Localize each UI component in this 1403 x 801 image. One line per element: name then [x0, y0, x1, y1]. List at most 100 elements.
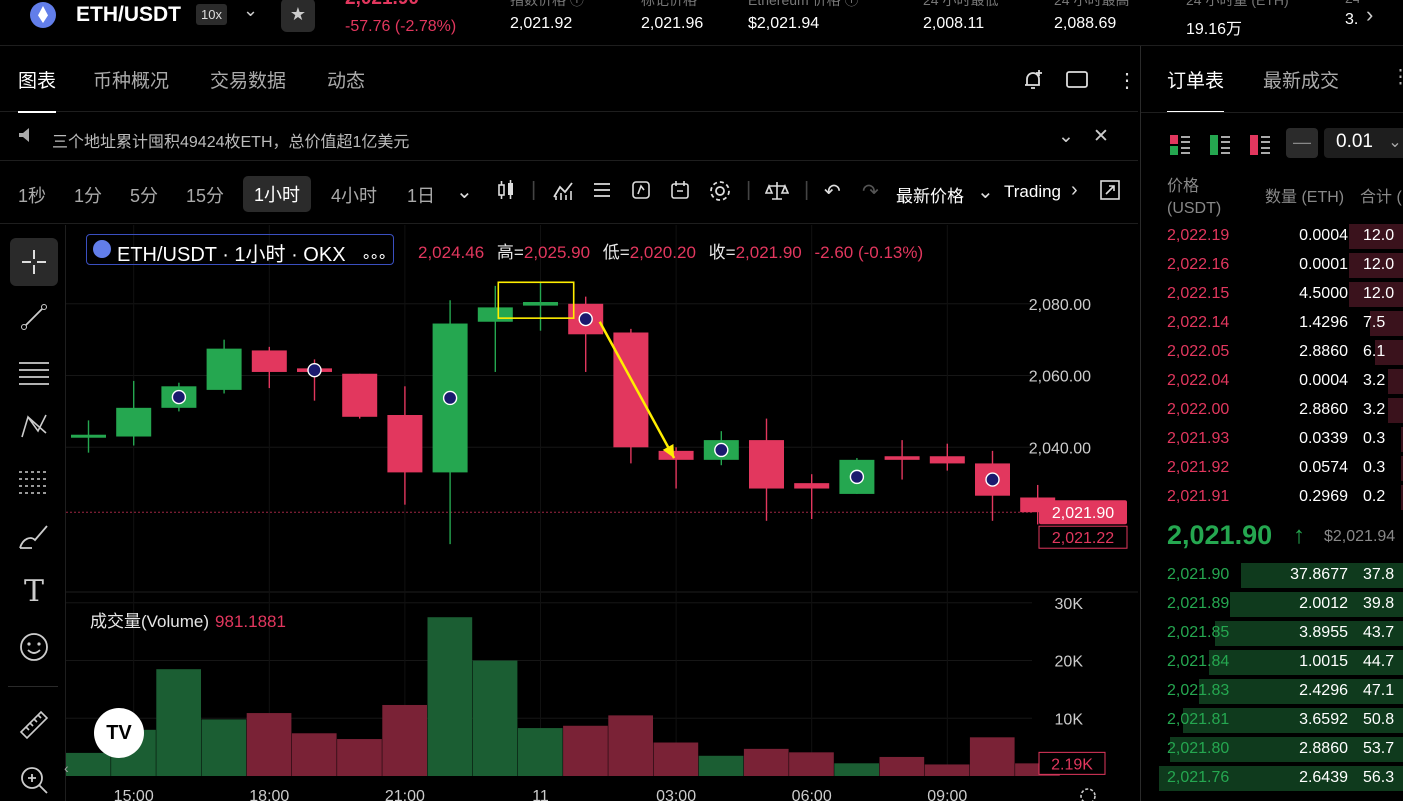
volume-tick-label: 20K [1055, 654, 1084, 671]
announcement-text[interactable]: 三个地址累计囤积49424枚ETH，总价值超1亿美元 [52, 134, 410, 151]
row-quantity: 2.8860 [1299, 401, 1348, 418]
ask-row[interactable]: 2,021.93 0.0339 0.3 [1141, 425, 1403, 454]
ask-row[interactable]: 2,021.91 0.2969 0.2 [1141, 483, 1403, 512]
stat-eth-price: Ethereum 价格 ⓘ $2,021.94 [748, 0, 858, 33]
calendar-icon[interactable] [669, 179, 691, 207]
undo-icon[interactable]: ↶ [824, 181, 841, 203]
depth-bar [1241, 563, 1403, 588]
gear-icon[interactable] [708, 179, 732, 209]
pair-name[interactable]: ETH/USDT [76, 3, 181, 26]
tab-order-book[interactable]: 订单表 [1167, 66, 1225, 113]
more-icon[interactable]: ⋮ [1391, 66, 1403, 89]
bid-row[interactable]: 2,021.81 3.6592 50.8 [1141, 706, 1403, 735]
ask-row[interactable]: 2,022.14 1.4296 7.5 [1141, 309, 1403, 338]
view-both-icon[interactable] [1169, 134, 1191, 156]
header-quantity: 数量 (ETH) [1265, 189, 1345, 206]
list-icon[interactable] [591, 179, 613, 207]
tab-coin-overview[interactable]: 币种概况 [93, 71, 170, 92]
ask-row[interactable]: 2,021.92 0.0574 0.3 [1141, 454, 1403, 483]
ask-row[interactable]: 2,022.15 4.5000 12.0 [1141, 280, 1403, 309]
indicators-icon[interactable] [552, 179, 574, 207]
pattern-icon[interactable] [10, 403, 58, 451]
bid-row[interactable]: 2,021.76 2.6439 56.3 [1141, 764, 1403, 793]
tab-news[interactable]: 动态 [327, 71, 366, 92]
chevron-down-icon[interactable]: ⌄ [977, 181, 994, 203]
bid-row[interactable]: 2,021.80 2.8860 53.7 [1141, 735, 1403, 764]
tradingview-logo[interactable]: TV [94, 708, 144, 758]
chevron-down-icon[interactable]: ⌄ [456, 181, 473, 203]
volume-bar [924, 764, 970, 776]
bid-row[interactable]: 2,021.90 37.8677 37.8 [1141, 561, 1403, 590]
stat-24h-volume: 24 小时量 (ETH) 19.16万 [1186, 0, 1289, 39]
close-icon[interactable]: ✕ [1093, 126, 1109, 147]
ruler-icon[interactable] [10, 701, 58, 749]
divider [1141, 112, 1403, 113]
redo-icon[interactable]: ↷ [862, 181, 879, 203]
scale-icon[interactable] [764, 179, 790, 209]
timeframe-1s[interactable]: 1秒 [18, 186, 47, 206]
add-alert-icon[interactable] [1021, 68, 1045, 98]
timeframe-15m[interactable]: 15分 [186, 186, 225, 206]
symbol-legend[interactable]: ETH/USDT · 1小时 · OKX ∘∘∘ [86, 234, 395, 266]
candle-type-icon[interactable] [495, 179, 517, 207]
ohlc-readout: 2,024.46 高=2,025.90 低=2,020.20 收=2,021.9… [418, 238, 923, 263]
row-total: 3.2 [1363, 372, 1386, 389]
depth-bar [1401, 456, 1403, 481]
timeframe-1h[interactable]: 1小时 [243, 176, 312, 212]
precision-decrease-button[interactable]: — [1286, 128, 1318, 158]
emoji-icon[interactable] [10, 623, 58, 671]
collapse-toolbar-icon[interactable]: ‹ [64, 760, 69, 776]
bid-row[interactable]: 2,021.84 1.0015 44.7 [1141, 648, 1403, 677]
window-icon[interactable] [1065, 68, 1089, 98]
timeframe-5m[interactable]: 5分 [130, 186, 159, 206]
view-mode-select[interactable]: Trading [1004, 182, 1062, 201]
tab-chart[interactable]: 图表 [18, 66, 57, 113]
volume-bar [337, 739, 382, 776]
ask-row[interactable]: 2,022.16 0.0001 12.0 [1141, 251, 1403, 280]
favorite-star-icon[interactable]: ★ [281, 0, 315, 32]
scroll-right-icon[interactable]: › [1366, 2, 1374, 27]
ask-row[interactable]: 2,022.19 0.0004 12.0 [1141, 222, 1403, 251]
view-bids-icon[interactable] [1209, 134, 1231, 156]
chart-canvas[interactable]: 2,080.00 2,060.00 2,040.00 30K 20K 10K 2,021.9… [66, 225, 1138, 801]
bid-row[interactable]: 2,021.83 2.4296 47.1 [1141, 677, 1403, 706]
ask-row[interactable]: 2,022.05 2.8860 6.1 [1141, 338, 1403, 367]
timeframe-1m[interactable]: 1分 [74, 186, 103, 206]
volume-bar [472, 660, 518, 776]
bid-row[interactable]: 2,021.89 2.0012 39.8 [1141, 590, 1403, 619]
ask-row[interactable]: 2,022.04 0.0004 3.2 [1141, 367, 1403, 396]
time-tick-label: 03:00 [656, 788, 696, 801]
row-total: 7.5 [1363, 314, 1386, 331]
volume-bar [563, 725, 608, 776]
chevron-right-icon[interactable]: › [1071, 179, 1078, 201]
tab-latest-trades[interactable]: 最新成交 [1263, 71, 1340, 92]
stat-value: 3. [1345, 11, 1359, 28]
precision-select[interactable]: 0.01 ⌄ [1324, 128, 1403, 158]
more-icon[interactable]: ⋮ [1117, 70, 1133, 92]
tab-trading-data[interactable]: 交易数据 [210, 71, 287, 92]
horizontal-lines-icon[interactable] [10, 348, 58, 396]
chevron-down-icon: ⌄ [1388, 134, 1402, 151]
row-price: 2,022.04 [1167, 372, 1230, 389]
crosshair-icon[interactable] [10, 238, 58, 286]
zoom-in-icon[interactable] [10, 756, 58, 801]
chevron-down-icon[interactable]: ⌄ [243, 0, 259, 20]
timeframe-1d[interactable]: 1日 [407, 186, 436, 206]
chevron-down-icon[interactable]: ⌄ [1058, 126, 1074, 147]
leverage-badge[interactable]: 10x [196, 4, 227, 25]
price-type-select[interactable]: 最新价格 [896, 187, 964, 206]
trend-line-icon[interactable] [10, 293, 58, 341]
legend-menu-icon[interactable]: ∘∘∘ [361, 248, 387, 265]
ask-row[interactable]: 2,022.00 2.8860 3.2 [1141, 396, 1403, 425]
brush-icon[interactable] [10, 513, 58, 561]
fibonacci-icon[interactable] [10, 458, 58, 506]
depth-bar [1388, 369, 1403, 394]
view-asks-icon[interactable] [1249, 134, 1271, 156]
timeframe-4h[interactable]: 4小时 [331, 186, 378, 206]
volume-bar [789, 752, 834, 776]
fullscreen-icon[interactable] [1099, 179, 1121, 207]
replay-icon[interactable] [630, 179, 652, 207]
candlestick-chart[interactable]: 2,080.00 2,060.00 2,040.00 30K 20K 10K 2,021.9… [64, 225, 1138, 801]
bid-row[interactable]: 2,021.85 3.8955 43.7 [1141, 619, 1403, 648]
text-tool-icon[interactable]: T [23, 574, 44, 609]
